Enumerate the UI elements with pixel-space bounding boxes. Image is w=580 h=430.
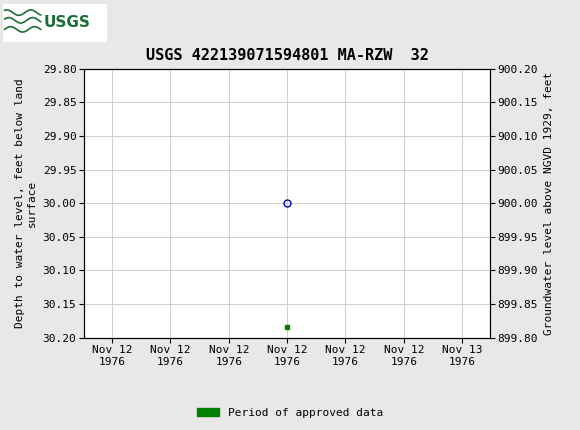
Y-axis label: Depth to water level, feet below land
surface: Depth to water level, feet below land su…	[14, 78, 37, 328]
Title: USGS 422139071594801 MA-RZW  32: USGS 422139071594801 MA-RZW 32	[146, 49, 429, 64]
Legend: Period of approved data: Period of approved data	[193, 403, 387, 422]
Text: USGS: USGS	[44, 15, 90, 30]
Bar	[3, 3, 107, 42]
Y-axis label: Groundwater level above NGVD 1929, feet: Groundwater level above NGVD 1929, feet	[544, 71, 554, 335]
